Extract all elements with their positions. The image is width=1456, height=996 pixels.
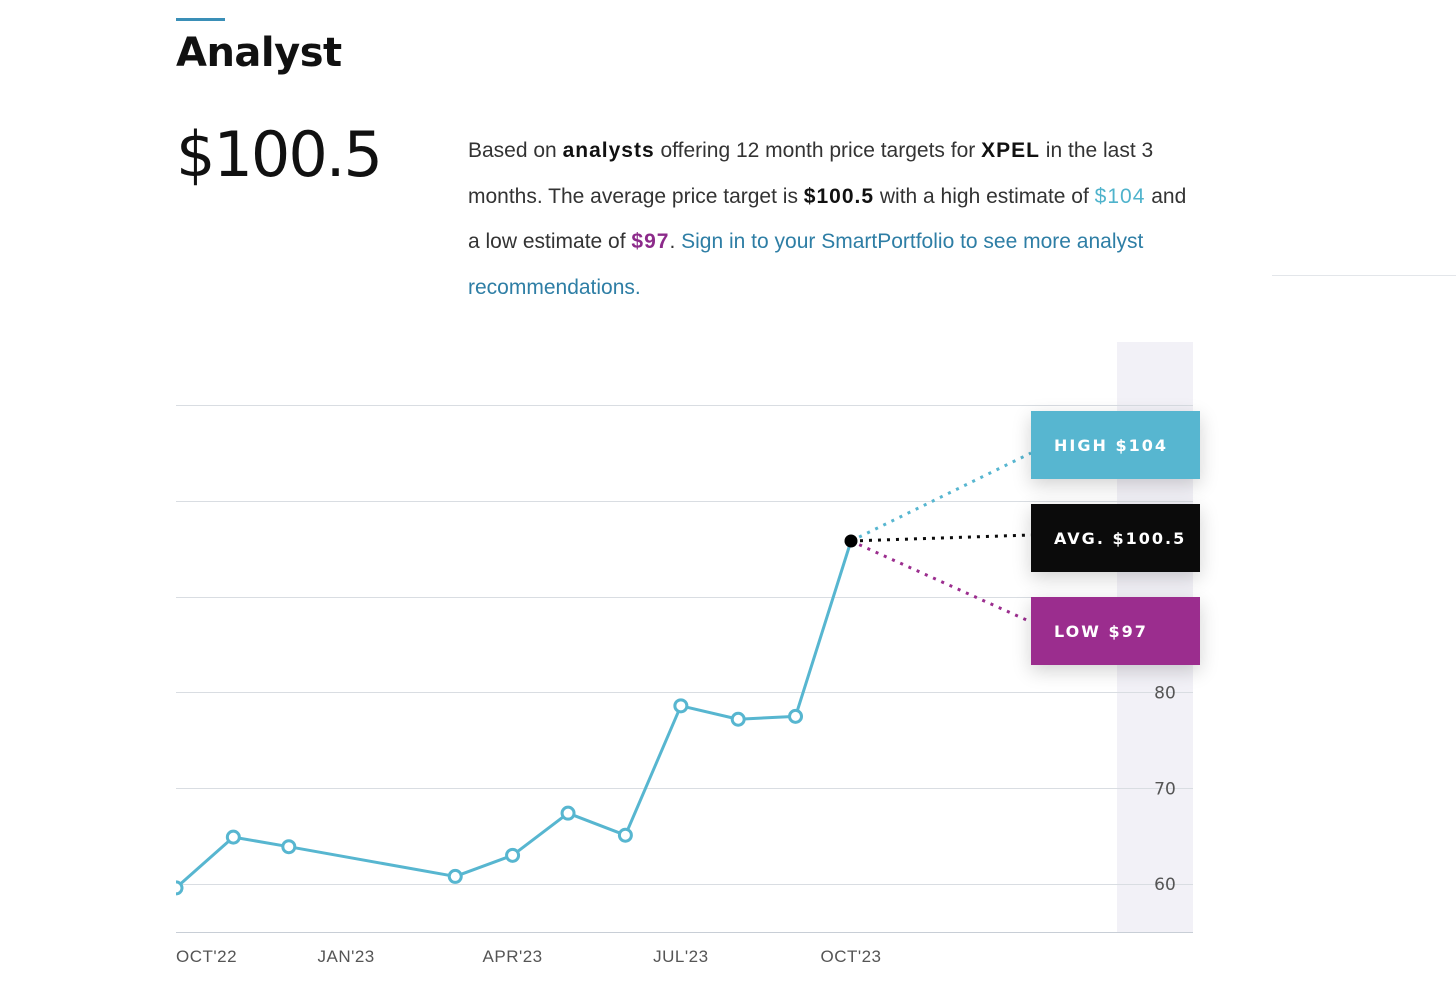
x-tick-label: OCT'23 xyxy=(820,947,881,966)
price-point xyxy=(617,827,633,843)
price-point xyxy=(505,847,521,863)
desc-text-2: offering 12 month price targets for xyxy=(654,139,982,162)
desc-text-6: . xyxy=(669,230,682,253)
latest-price-point xyxy=(844,534,858,548)
price-point xyxy=(447,868,463,884)
desc-text-4: with a high estimate of xyxy=(874,184,1095,208)
desc-low-value: $97 xyxy=(631,230,670,253)
desc-text-5: and a low estimate of xyxy=(468,184,1187,254)
price-point xyxy=(225,829,241,845)
smartportfolio-signin-link[interactable]: Sign in to your SmartPortfolio to see mo… xyxy=(468,230,1144,299)
desc-avg-value: $100.5 xyxy=(803,184,875,208)
average-estimate-badge: AVG. $100.5 xyxy=(1031,504,1200,572)
y-tick-label: 70 xyxy=(1154,779,1176,799)
desc-text-1: Based on xyxy=(468,139,563,162)
price-point xyxy=(730,711,746,727)
desc-analysts: analysts xyxy=(562,139,655,162)
x-tick-label: APR'23 xyxy=(483,947,543,966)
desc-ticker: XPEL xyxy=(981,139,1040,162)
high-estimate-badge: HIGH $104 xyxy=(1031,411,1200,479)
forecast-line-avg xyxy=(850,533,1032,543)
low-estimate-badge: LOW $97 xyxy=(1031,597,1200,665)
price-point xyxy=(673,698,689,714)
analyst-description: Based on analysts offering 12 month pric… xyxy=(468,128,1198,310)
desc-text-3: in the last 3 months. The average price … xyxy=(468,139,1154,208)
section-title: Analyst xyxy=(176,30,342,76)
y-tick-label: 80 xyxy=(1154,683,1176,703)
x-tick-label: JUL'23 xyxy=(653,947,708,966)
desc-high-value: $104 xyxy=(1094,184,1146,208)
forecast-line-low xyxy=(850,539,1032,624)
price-point xyxy=(560,805,576,821)
price-point xyxy=(176,880,184,896)
side-divider xyxy=(1272,275,1456,276)
x-tick-label: JAN'23 xyxy=(317,947,374,966)
average-price-target: $100.5 xyxy=(176,118,383,191)
forecast-line-high xyxy=(850,451,1032,543)
y-tick-label: 60 xyxy=(1154,875,1176,895)
section-accent-line xyxy=(176,18,225,21)
price-point xyxy=(788,708,804,724)
price-point xyxy=(281,839,297,855)
price-series-line xyxy=(176,540,853,890)
x-tick-label: OCT'22 xyxy=(176,947,237,966)
